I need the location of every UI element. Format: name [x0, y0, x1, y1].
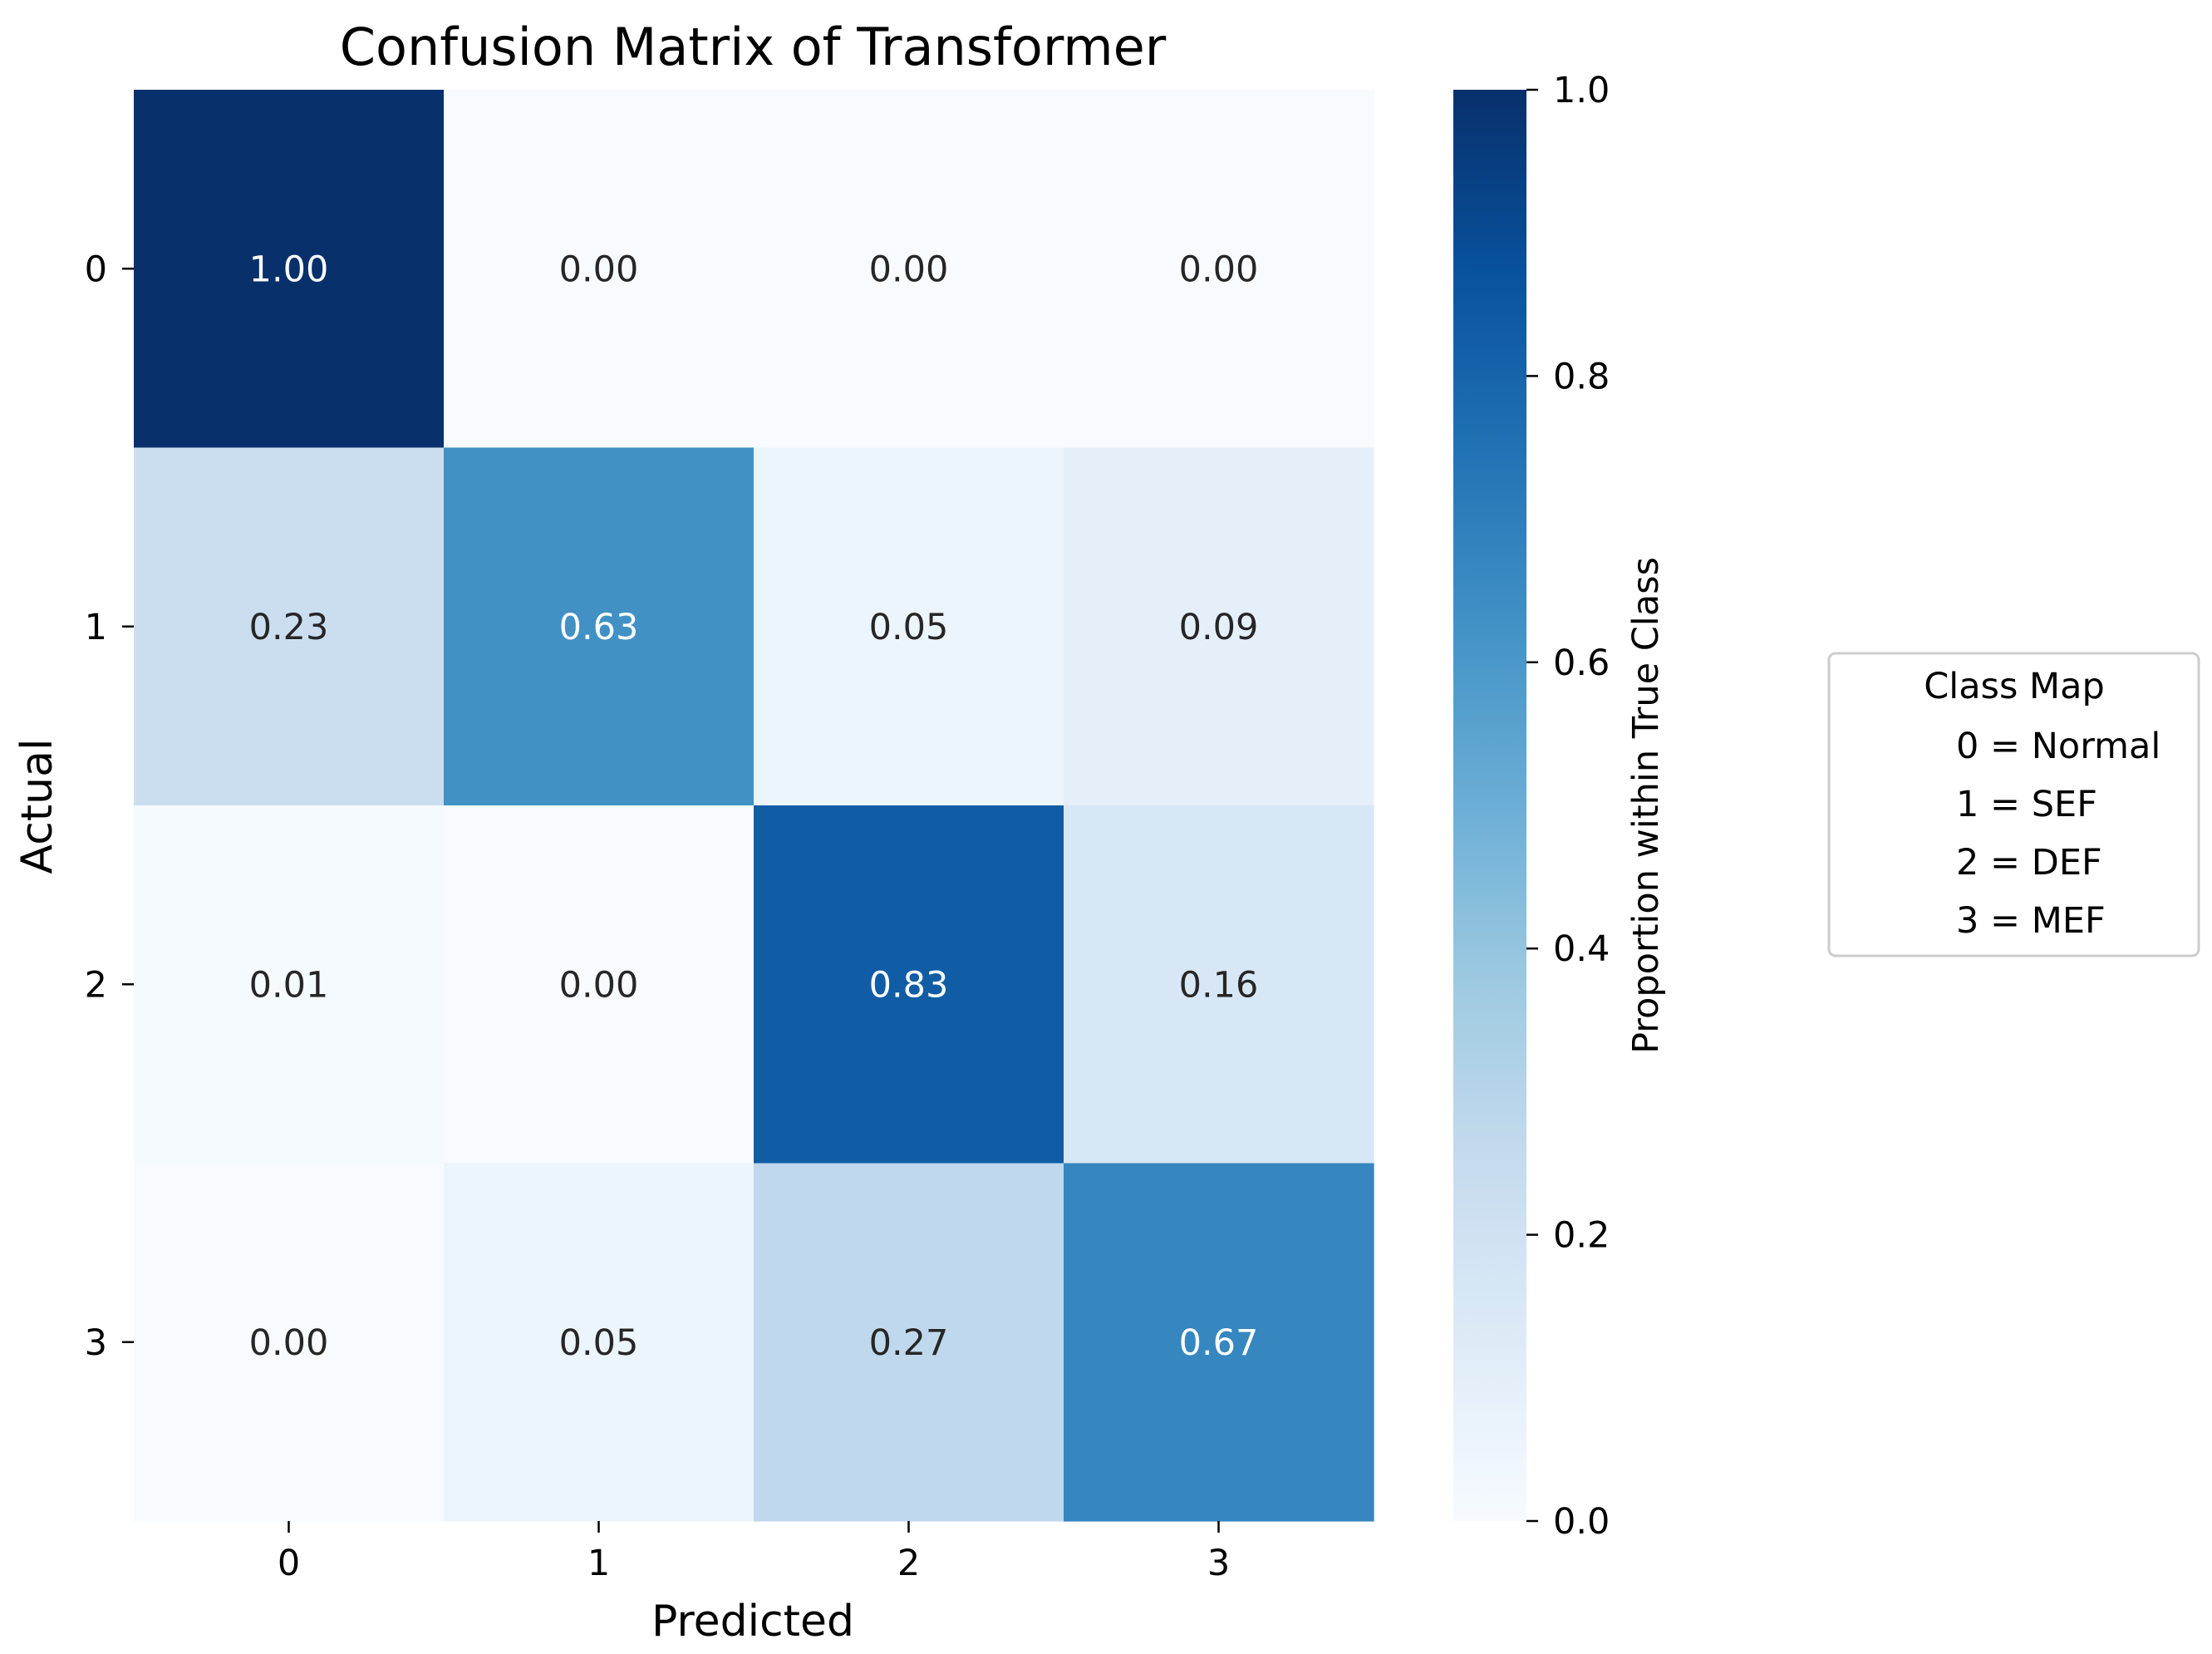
- heatmap-cell: [444, 447, 755, 806]
- heatmap-cell: [754, 90, 1064, 449]
- x-tick-label: 3: [1207, 1543, 1230, 1584]
- x-axis: 0 1 2 3: [278, 1521, 1230, 1584]
- colorbar-ticks: 0.0 0.2 0.4 0.6 0.8 1.0: [1526, 70, 1610, 1543]
- heatmap-cell: [1064, 447, 1374, 806]
- x-tick-label: 0: [278, 1543, 300, 1584]
- y-axis-label: Actual: [12, 739, 62, 874]
- cell-value-label: 0.27: [869, 1322, 949, 1364]
- cell-value-label: 0.00: [869, 249, 949, 290]
- colorbar-tick-label: 0.0: [1553, 1501, 1610, 1543]
- heatmap-cell-labels: 1.00 0.00 0.00 0.00 0.23 0.63 0.05 0.09 0.01 0.00…: [249, 249, 1259, 1364]
- cell-value-label: 0.05: [559, 1322, 639, 1364]
- heatmap-cell: [134, 805, 445, 1164]
- cell-value-label: 0.63: [559, 607, 639, 648]
- legend-entry: 1 = SEF: [1956, 784, 2097, 825]
- class-map-legend: Class Map 0 = Normal 1 = SEF 2 = DEF 3 =…: [1827, 652, 2200, 957]
- colorbar-gradient: [1453, 90, 1526, 1521]
- heatmap-cell: [754, 447, 1064, 806]
- heatmap-cell: [1064, 805, 1374, 1164]
- heatmap-cell: [134, 447, 445, 806]
- heatmap-cell: [1064, 90, 1374, 449]
- cell-value-label: 0.23: [249, 607, 329, 648]
- heatmap-cell: [444, 90, 755, 449]
- colorbar-label: Proportion within True Class: [1625, 557, 1667, 1054]
- legend-entry: 2 = DEF: [1956, 842, 2102, 884]
- heatmap-cell: [444, 805, 755, 1164]
- y-axis: 0 1 2 3: [85, 249, 134, 1364]
- cell-value-label: 0.01: [249, 964, 329, 1006]
- cell-value-label: 0.00: [249, 1322, 329, 1364]
- legend-entry: 0 = Normal: [1956, 726, 2160, 767]
- colorbar-tick-label: 0.4: [1553, 928, 1610, 970]
- cell-value-label: 0.09: [1179, 607, 1259, 648]
- colorbar-tick-label: 0.8: [1553, 356, 1610, 397]
- heatmap-cells: [134, 90, 1374, 1522]
- cell-value-label: 0.05: [869, 607, 949, 648]
- legend-title: Class Map: [1924, 666, 2105, 707]
- cell-value-label: 0.00: [559, 964, 639, 1006]
- y-tick-label: 3: [85, 1322, 107, 1364]
- colorbar-tick-label: 1.0: [1553, 70, 1610, 111]
- colorbar-tick-label: 0.6: [1553, 642, 1610, 684]
- cell-value-label: 0.83: [869, 964, 949, 1006]
- colorbar: 0.0 0.2 0.4 0.6 0.8 1.0 Proportion within Tru…: [1453, 70, 1667, 1543]
- heatmap-cell: [444, 1163, 755, 1522]
- chart-title: Confusion Matrix of Transformer: [340, 17, 1167, 77]
- legend-entry: 3 = MEF: [1956, 900, 2106, 942]
- y-tick-label: 2: [85, 964, 107, 1006]
- cell-value-label: 1.00: [249, 249, 329, 290]
- x-axis-label: Predicted: [651, 1597, 854, 1647]
- cell-value-label: 0.00: [559, 249, 639, 290]
- heatmap-cell: [754, 805, 1064, 1164]
- cell-value-label: 0.00: [1179, 249, 1259, 290]
- x-tick-label: 1: [587, 1543, 610, 1584]
- heatmap-cell: [134, 90, 445, 449]
- y-tick-label: 0: [85, 249, 107, 290]
- cell-value-label: 0.67: [1179, 1322, 1259, 1364]
- heatmap-cell: [134, 1163, 445, 1522]
- colorbar-tick-label: 0.2: [1553, 1215, 1610, 1257]
- cell-value-label: 0.16: [1179, 964, 1259, 1006]
- y-tick-label: 1: [85, 607, 107, 648]
- x-tick-label: 2: [897, 1543, 920, 1584]
- heatmap-cell: [754, 1163, 1064, 1522]
- legend-frame: [1827, 652, 2200, 957]
- heatmap-cell: [1064, 1163, 1374, 1522]
